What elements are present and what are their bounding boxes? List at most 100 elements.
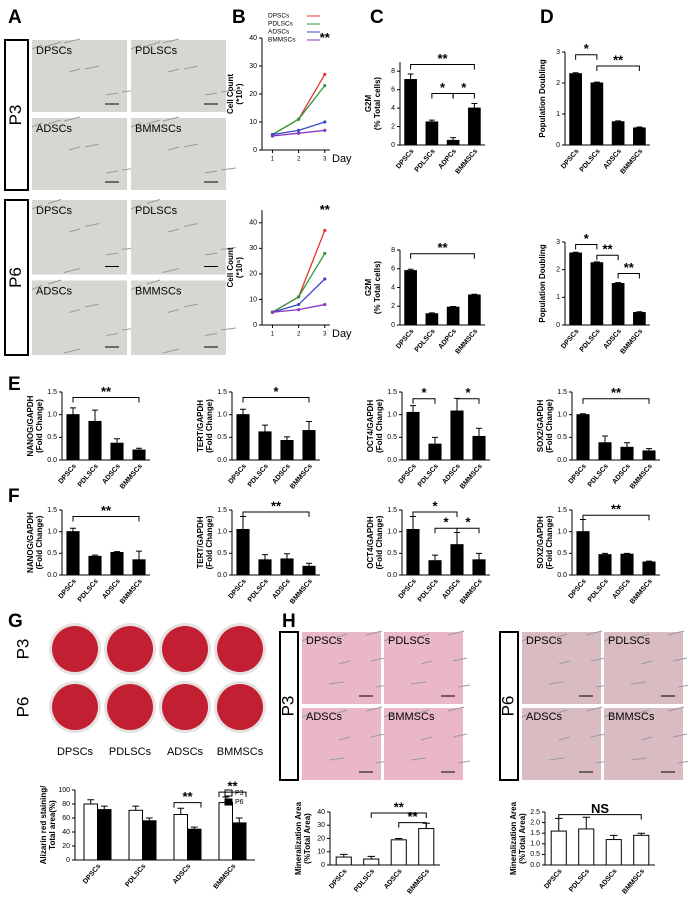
cell-label: BMMSCs [608,711,655,723]
cell-texture [84,65,100,70]
cell-label: DPSCs [36,45,73,57]
error-bar [145,817,153,821]
significance-label: * [461,80,467,95]
cell-texture [204,333,218,336]
y-tick-label: 0.0 [387,572,397,579]
significance-bracket [558,814,642,820]
y-tick-label: 40 [249,220,257,227]
cell-label: PDLSCs [109,746,152,758]
significance-label: ** [394,799,405,814]
bar [97,809,112,861]
well-stain [52,626,98,672]
x-tick-label: BMMSCs [213,863,238,891]
cell-texture [31,122,43,128]
significance-bracket [582,514,650,521]
x-tick-label: ADPCs [437,148,458,171]
cell-texture [146,119,161,125]
error-bar [450,137,457,141]
bar [611,121,625,146]
cell-texture [183,143,199,148]
cell-texture [457,684,471,688]
y-tick-label: 1.5 [47,389,57,396]
error-bar [69,407,77,415]
error-bar [132,805,140,811]
x-tick-label: DPSCs [398,463,418,485]
significance-label: ** [624,260,635,275]
error-bar [450,305,457,308]
series-marker [323,302,327,307]
x-tick-label: DPSCs [560,148,580,170]
cell-texture [63,268,81,273]
error-bar [235,817,243,823]
y-tick-label: 0 [253,147,257,154]
x-tick-label: ADSCs [271,578,292,601]
y-tick-label: 8 [391,247,395,254]
y-axis-label: SOX2/GAPDH [536,400,545,453]
y-tick-label: 0 [556,142,560,149]
bar [468,294,481,326]
y-axis-label: TERT/GAPDH [196,400,205,452]
cell-label: PDLSCs [135,205,178,217]
bar [590,262,604,326]
cell-texture [63,38,81,44]
bar [598,442,612,461]
panel-letter: D [540,7,554,28]
y-axis-label: (% Total cells) [373,261,382,315]
error-bar [283,553,291,559]
y-tick-label: 1.5 [530,830,540,837]
y-tick-label: 1.0 [557,412,567,419]
error-bar [367,855,376,860]
significance-label: ** [611,502,622,517]
y-tick-label: 0 [321,862,325,869]
bar [404,270,417,326]
significance-bracket [72,516,140,522]
y-axis-label: Cell Count [226,74,235,114]
cell-texture [630,757,647,761]
series-marker [297,302,301,307]
cell-texture [383,636,395,642]
bar [142,820,157,861]
cell-texture [603,636,615,642]
bar [576,414,590,461]
error-bar [609,834,618,840]
cell-texture [667,630,685,636]
significance-label: ** [101,384,112,399]
micrograph [131,118,226,190]
x-tick-label: ADSCs [441,578,462,601]
y-tick-label: 1.5 [557,389,567,396]
error-bar [623,552,631,555]
significance-bracket [412,511,458,517]
error-bar [645,560,653,562]
bar [406,411,420,461]
cell-label: ADSCs [36,285,73,297]
micrograph [131,200,226,275]
significance-bracket [370,812,427,819]
y-axis-label: G2M [364,279,373,297]
error-bar [431,436,439,445]
bar [468,107,481,146]
cell-texture [548,757,565,761]
cell-texture [585,706,603,712]
cell-label: DPSCs [526,635,563,647]
significance-label: * [432,498,438,513]
legend-label: ADSCs [268,29,290,36]
cell-texture [162,268,180,273]
error-bar [135,550,143,560]
significance-bracket [412,398,436,404]
x-tick-label: PDLSCs [417,578,440,604]
x-tick-label: 3 [323,157,327,163]
micrograph [604,708,683,780]
cell-texture [338,660,351,665]
y-tick-label: 20 [249,91,257,98]
cell-texture [167,228,180,233]
error-bar [177,807,185,815]
cell-texture [162,348,180,354]
significance-bracket [456,398,480,404]
error-bar [409,516,417,530]
cell-label: BMMSCs [217,746,264,758]
cell-texture [558,736,571,741]
cell-texture [452,657,468,662]
significance-bracket [452,93,475,99]
y-tick-label: 20 [62,843,70,850]
significance-bracket [617,273,640,279]
